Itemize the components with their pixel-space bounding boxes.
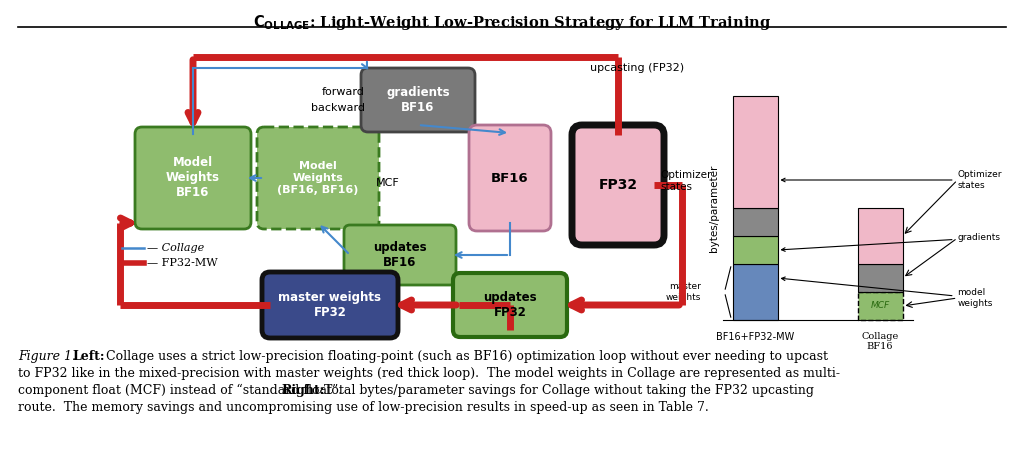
- Text: backward: backward: [311, 103, 365, 113]
- FancyBboxPatch shape: [469, 125, 551, 231]
- Text: MCF: MCF: [376, 178, 399, 188]
- Text: to FP32 like in the mixed-precision with master weights (red thick loop).  The m: to FP32 like in the mixed-precision with…: [18, 367, 840, 380]
- Text: MCF: MCF: [870, 302, 890, 310]
- FancyBboxPatch shape: [135, 127, 251, 229]
- Text: Total bytes/parameter savings for Collage without taking the FP32 upcasting: Total bytes/parameter savings for Collag…: [319, 384, 814, 397]
- Text: Figure 1.: Figure 1.: [18, 350, 76, 363]
- Text: upcasting (FP32): upcasting (FP32): [590, 63, 684, 73]
- Text: Collage uses a strict low-precision floating-point (such as BF16) optimization l: Collage uses a strict low-precision floa…: [102, 350, 828, 363]
- Text: BF16+FP32-MW: BF16+FP32-MW: [716, 332, 795, 342]
- Text: — FP32-MW: — FP32-MW: [147, 258, 218, 268]
- Bar: [732, 96, 777, 208]
- Text: Model
Weights
(BF16, BF16): Model Weights (BF16, BF16): [278, 162, 358, 195]
- Text: $\mathbf{C}_{\mathbf{OLLAGE}}$: Light-Weight Low-Precision Strategy for LLM Trai: $\mathbf{C}_{\mathbf{OLLAGE}}$: Light-We…: [253, 13, 771, 32]
- Bar: [732, 208, 777, 236]
- Text: bytes/parameter: bytes/parameter: [710, 164, 720, 252]
- Bar: [857, 292, 902, 320]
- FancyBboxPatch shape: [344, 225, 456, 285]
- Text: component float (MCF) instead of “standard float”.: component float (MCF) instead of “standa…: [18, 384, 350, 397]
- FancyBboxPatch shape: [453, 273, 567, 337]
- Text: Model
Weights
BF16: Model Weights BF16: [166, 157, 220, 200]
- FancyBboxPatch shape: [257, 127, 379, 229]
- Text: model
weights: model weights: [781, 277, 993, 308]
- FancyBboxPatch shape: [361, 68, 475, 132]
- Text: Right:: Right:: [281, 384, 325, 397]
- Text: Optimizer
states: Optimizer states: [660, 170, 712, 192]
- Text: master weights
FP32: master weights FP32: [279, 291, 382, 319]
- FancyBboxPatch shape: [262, 272, 398, 338]
- Text: Optimizer
states: Optimizer states: [781, 170, 1002, 190]
- Bar: [732, 236, 777, 264]
- Text: — Collage: — Collage: [147, 243, 204, 253]
- Text: updates
BF16: updates BF16: [373, 241, 427, 269]
- Bar: [732, 264, 777, 320]
- Bar: [857, 264, 902, 292]
- Text: forward: forward: [323, 87, 365, 97]
- Text: Collage
BF16: Collage BF16: [861, 332, 899, 352]
- Text: FP32: FP32: [598, 178, 638, 192]
- Text: updates
FP32: updates FP32: [483, 291, 537, 319]
- Bar: [857, 208, 902, 264]
- FancyBboxPatch shape: [572, 125, 664, 245]
- Text: BF16: BF16: [492, 172, 528, 185]
- Text: gradients
BF16: gradients BF16: [386, 86, 450, 114]
- Text: gradients: gradients: [781, 234, 1000, 252]
- Text: route.  The memory savings and uncompromising use of low-precision results in sp: route. The memory savings and uncompromi…: [18, 401, 709, 414]
- Text: Left:: Left:: [72, 350, 104, 363]
- Text: master
weights: master weights: [666, 282, 700, 302]
